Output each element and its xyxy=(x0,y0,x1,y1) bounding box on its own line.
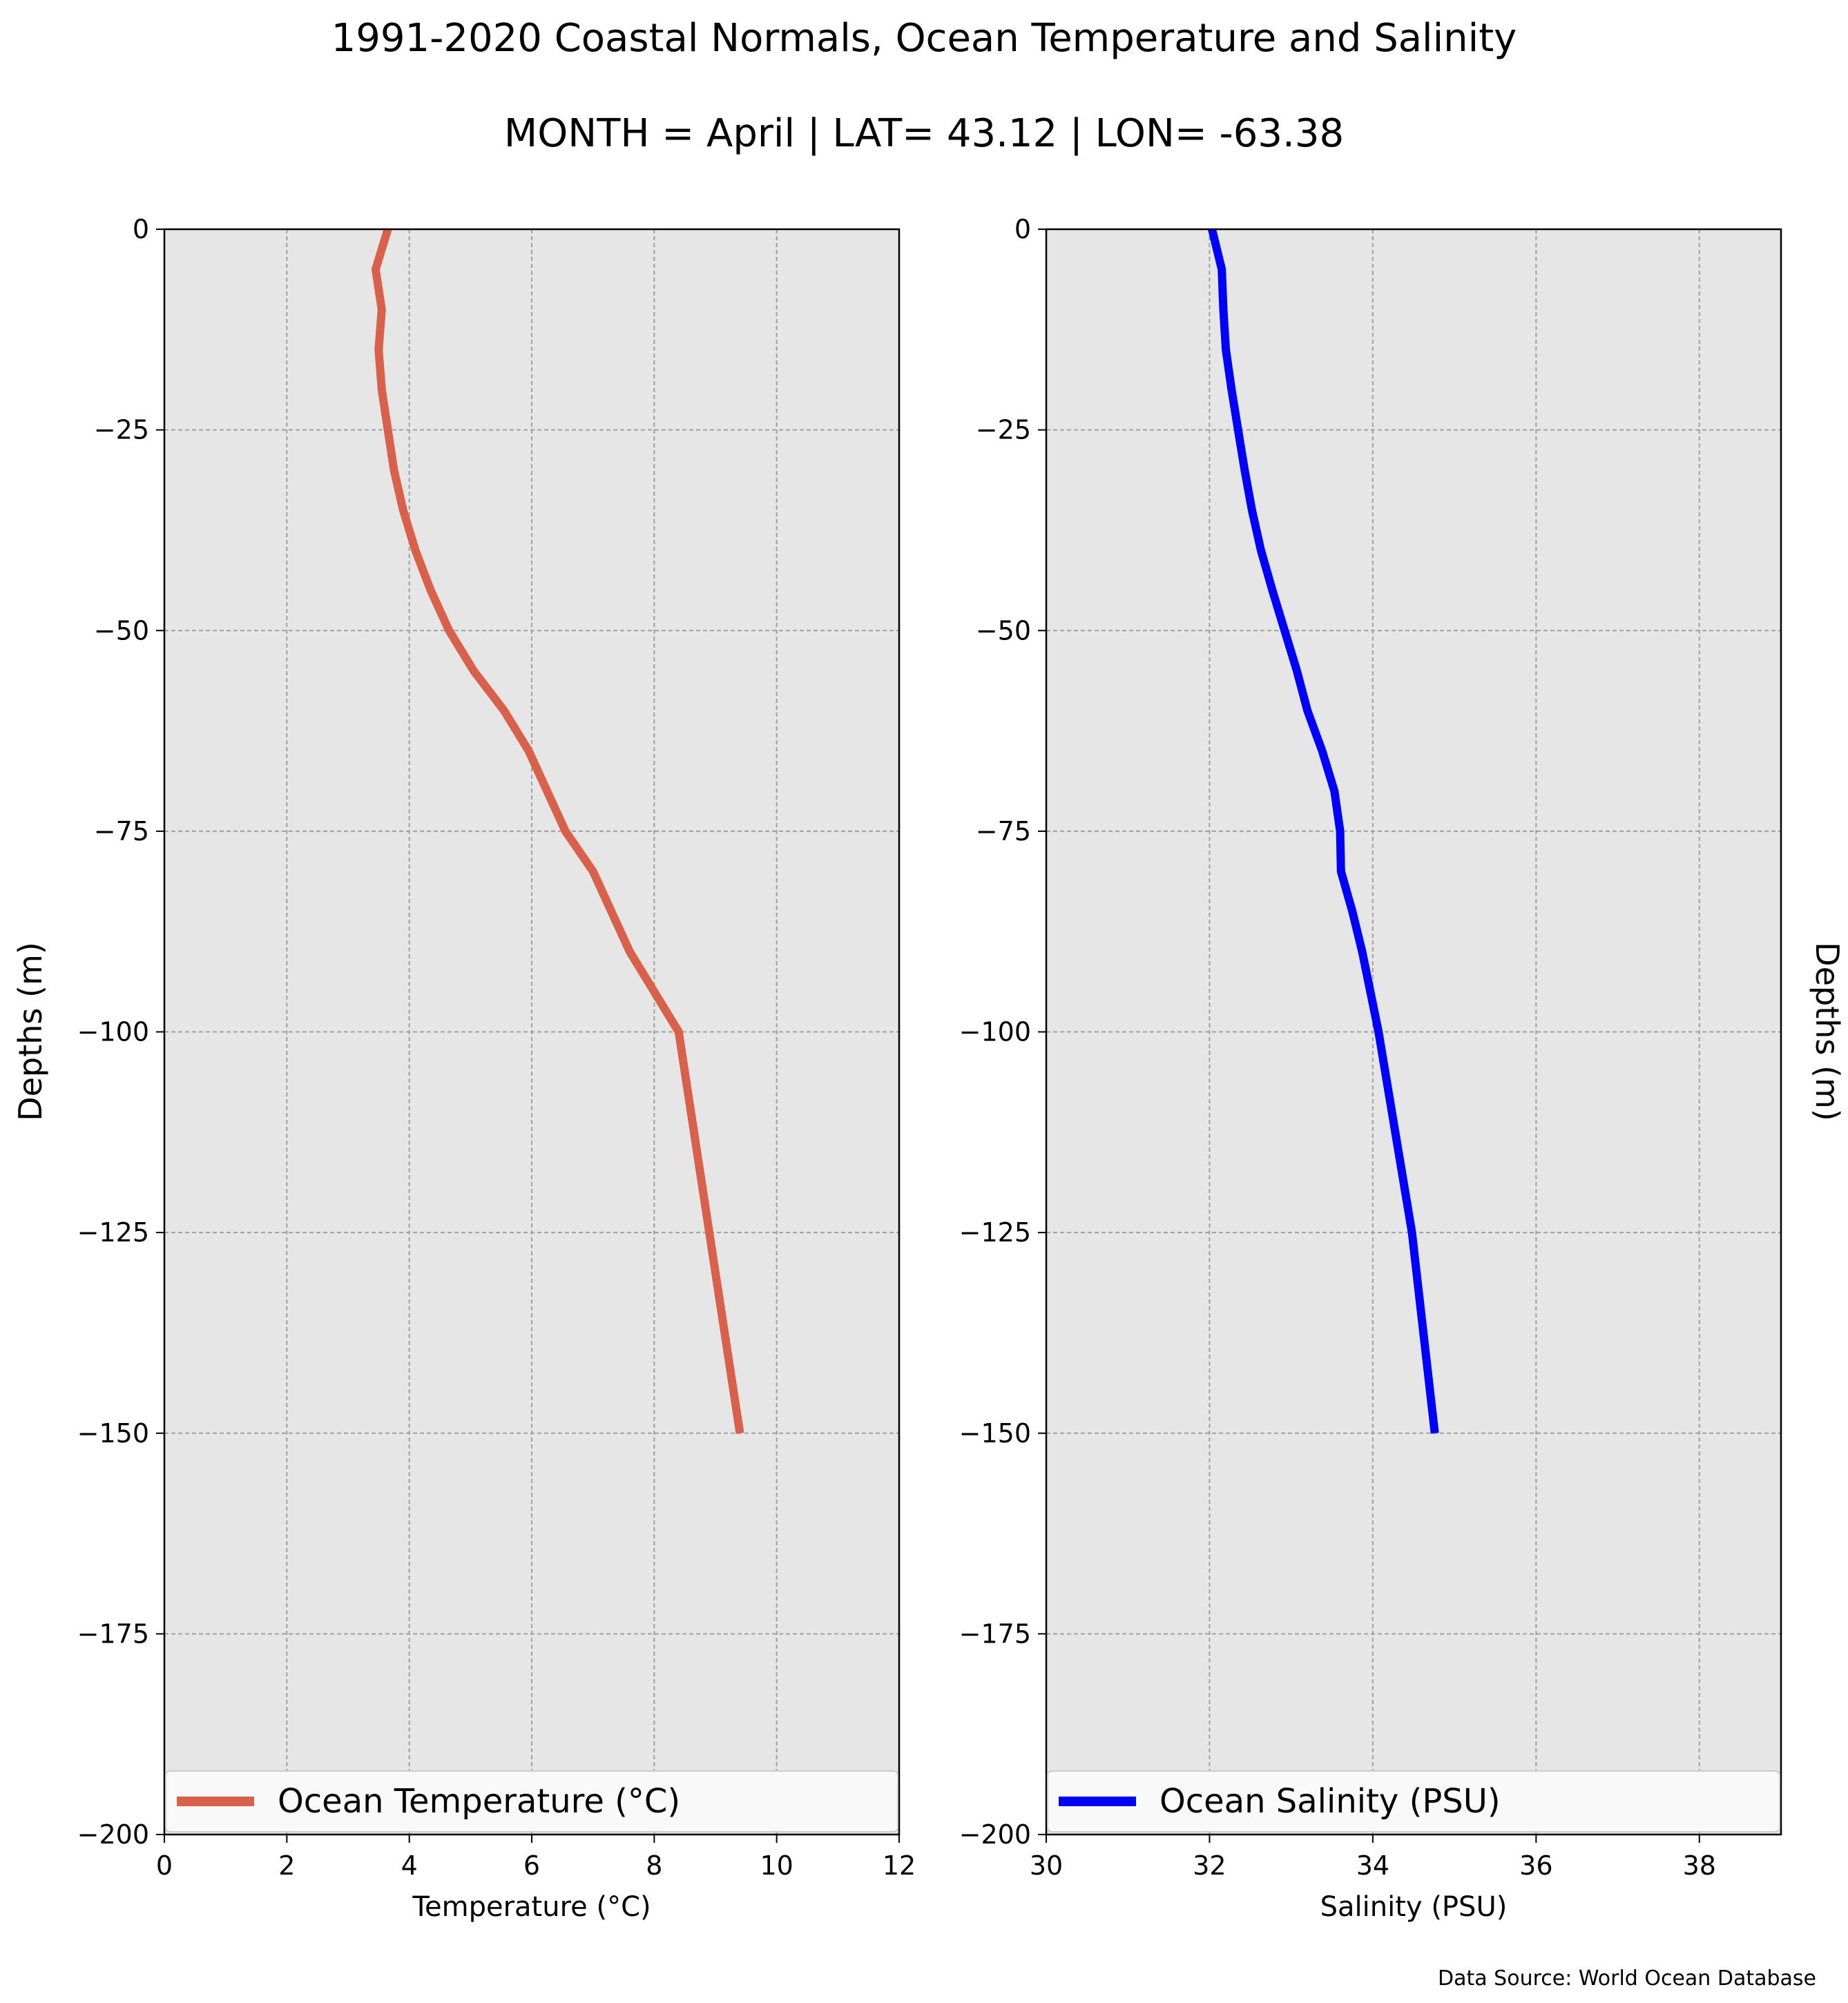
temperature-legend: Ocean Temperature (°C) xyxy=(165,1770,898,1832)
temperature-y-tick-label: −100 xyxy=(77,1017,149,1047)
salinity-x-tick-label: 30 xyxy=(1030,1850,1063,1881)
temperature-x-tick-label: 0 xyxy=(156,1850,173,1881)
temperature-x-tick-label: 10 xyxy=(760,1850,793,1881)
temperature-y-tick-label: 0 xyxy=(133,214,149,244)
temperature-legend-box xyxy=(165,1770,898,1832)
salinity-y-axis-label: Depths (m) xyxy=(1809,942,1846,1121)
temperature-y-tick-label: −75 xyxy=(94,816,149,846)
temperature-x-tick-label: 6 xyxy=(523,1850,540,1881)
salinity-y-tick-label: −150 xyxy=(959,1418,1031,1449)
salinity-series-line xyxy=(1208,228,1439,1434)
salinity-x-tick-label: 34 xyxy=(1356,1850,1389,1881)
salinity-x-tick-label: 36 xyxy=(1519,1850,1552,1881)
temperature-y-tick-label: −200 xyxy=(77,1819,149,1850)
figure-subtitle: MONTH = April | LAT= 43.12 | LON= -63.38 xyxy=(504,111,1344,156)
salinity-y-tick-label: −200 xyxy=(959,1819,1031,1850)
salinity-legend: Ocean Salinity (PSU) xyxy=(1047,1770,1780,1832)
temperature-x-axis-label: Temperature (°C) xyxy=(412,1891,651,1923)
salinity-legend-label: Ocean Salinity (PSU) xyxy=(1159,1782,1501,1821)
salinity-x-tick-label: 38 xyxy=(1683,1850,1716,1881)
temperature-x-tick-label: 4 xyxy=(401,1850,418,1881)
temperature-y-tick-label: −25 xyxy=(94,415,149,445)
temperature-x-tick-label: 8 xyxy=(646,1850,662,1881)
salinity-legend-box xyxy=(1047,1770,1780,1832)
salinity-y-tick-label: −175 xyxy=(959,1618,1031,1649)
salinity-x-tick-label: 32 xyxy=(1193,1850,1226,1881)
salinity-x-axis-label: Salinity (PSU) xyxy=(1320,1891,1508,1923)
temperature-legend-label: Ocean Temperature (°C) xyxy=(278,1782,680,1821)
temperature-y-axis-label: Depths (m) xyxy=(12,942,49,1121)
salinity-y-tick-label: −100 xyxy=(959,1017,1031,1047)
temperature-y-tick-label: −150 xyxy=(77,1418,149,1449)
data-source-note: Data Source: World Ocean Database xyxy=(1438,1966,1816,1991)
temperature-x-tick-label: 12 xyxy=(883,1850,916,1881)
temperature-axes-frame xyxy=(163,228,901,1836)
salinity-y-tick-label: −125 xyxy=(959,1217,1031,1248)
temperature-y-tick-label: −175 xyxy=(77,1618,149,1649)
temperature-series-line xyxy=(371,228,744,1434)
salinity-y-tick-label: −25 xyxy=(976,415,1031,445)
salinity-y-tick-label: −75 xyxy=(976,816,1031,846)
temperature-x-tick-label: 2 xyxy=(278,1850,295,1881)
figure-title: 1991-2020 Coastal Normals, Ocean Tempera… xyxy=(331,16,1517,61)
temperature-y-tick-label: −125 xyxy=(77,1217,149,1248)
temperature-y-tick-label: −50 xyxy=(94,615,149,646)
salinity-axes-frame xyxy=(1045,228,1782,1836)
salinity-y-tick-label: −50 xyxy=(976,615,1031,646)
salinity-y-tick-label: 0 xyxy=(1014,214,1031,244)
